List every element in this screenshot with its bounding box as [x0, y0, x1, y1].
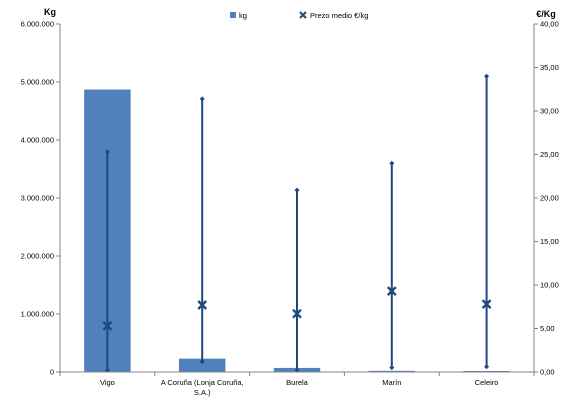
- price-mean-marker: [481, 299, 492, 309]
- x-tick-label: Vigo: [100, 378, 115, 387]
- price-mean-marker: [292, 308, 302, 319]
- right-axis-tick-label: 35,00: [540, 63, 559, 72]
- price-mean-marker: [102, 321, 113, 331]
- left-axis-tick-label: 5.000.000: [21, 78, 54, 87]
- legend-label-kg: kg: [239, 11, 247, 20]
- x-tick-label: Burela: [286, 378, 309, 387]
- right-axis-tick-label: 30,00: [540, 107, 559, 116]
- price-high-marker: [389, 160, 395, 166]
- right-axis-tick-label: 40,00: [540, 20, 559, 29]
- price-mean-marker: [386, 286, 397, 296]
- right-axis-tick-label: 25,00: [540, 150, 559, 159]
- right-axis-tick-label: 5,00: [540, 324, 555, 333]
- price-high-marker: [294, 187, 300, 193]
- left-axis-tick-label: 0: [50, 368, 54, 377]
- right-axis-tick-label: 10,00: [540, 281, 559, 290]
- left-axis: 0 1.000.000 2.000.000 3.000.000 4.000.000 5.0…: [21, 7, 61, 377]
- price-low-marker: [484, 364, 490, 370]
- price-low-marker: [199, 359, 205, 365]
- right-axis: 0,00 5,00 10,00 15,00 20,00 25,00 30,00 35,00 40…: [533, 9, 559, 377]
- left-axis-title: Kg: [44, 7, 56, 17]
- left-axis-tick-label: 2.000.000: [21, 252, 54, 261]
- bar-kg: [178, 358, 226, 372]
- price-series: [102, 73, 492, 373]
- x-tick-label: A Coruña (Lonja Coruña,: [161, 378, 244, 387]
- legend-swatch-price: [299, 11, 307, 19]
- right-axis-tick-label: 20,00: [540, 194, 559, 203]
- right-axis-tick-label: 0,00: [540, 368, 555, 377]
- legend-swatch-kg: [230, 12, 236, 18]
- price-high-marker: [104, 149, 110, 155]
- legend-label-price: Prezo medio €/kg: [310, 11, 368, 20]
- price-mean-marker: [197, 300, 208, 310]
- bar-kg: [368, 370, 416, 372]
- right-axis-title: €/Kg: [536, 9, 556, 19]
- x-axis: Vigo A Coruña (Lonja Coruña,S.A.) Burela Ma…: [59, 371, 535, 397]
- price-low-marker: [389, 365, 395, 371]
- x-tick-label: Celeiro: [475, 378, 499, 387]
- left-axis-tick-label: 4.000.000: [21, 136, 54, 145]
- x-tick-label: Marín: [382, 378, 401, 387]
- price-high-marker: [484, 73, 490, 79]
- right-axis-tick-label: 15,00: [540, 237, 559, 246]
- legend: kg Prezo medio €/kg: [230, 11, 368, 20]
- left-axis-tick-label: 6.000.000: [21, 20, 54, 29]
- left-axis-tick-label: 3.000.000: [21, 194, 54, 203]
- left-axis-tick-label: 1.000.000: [21, 310, 54, 319]
- x-tick-label: S.A.): [194, 388, 211, 397]
- price-high-marker: [199, 96, 205, 102]
